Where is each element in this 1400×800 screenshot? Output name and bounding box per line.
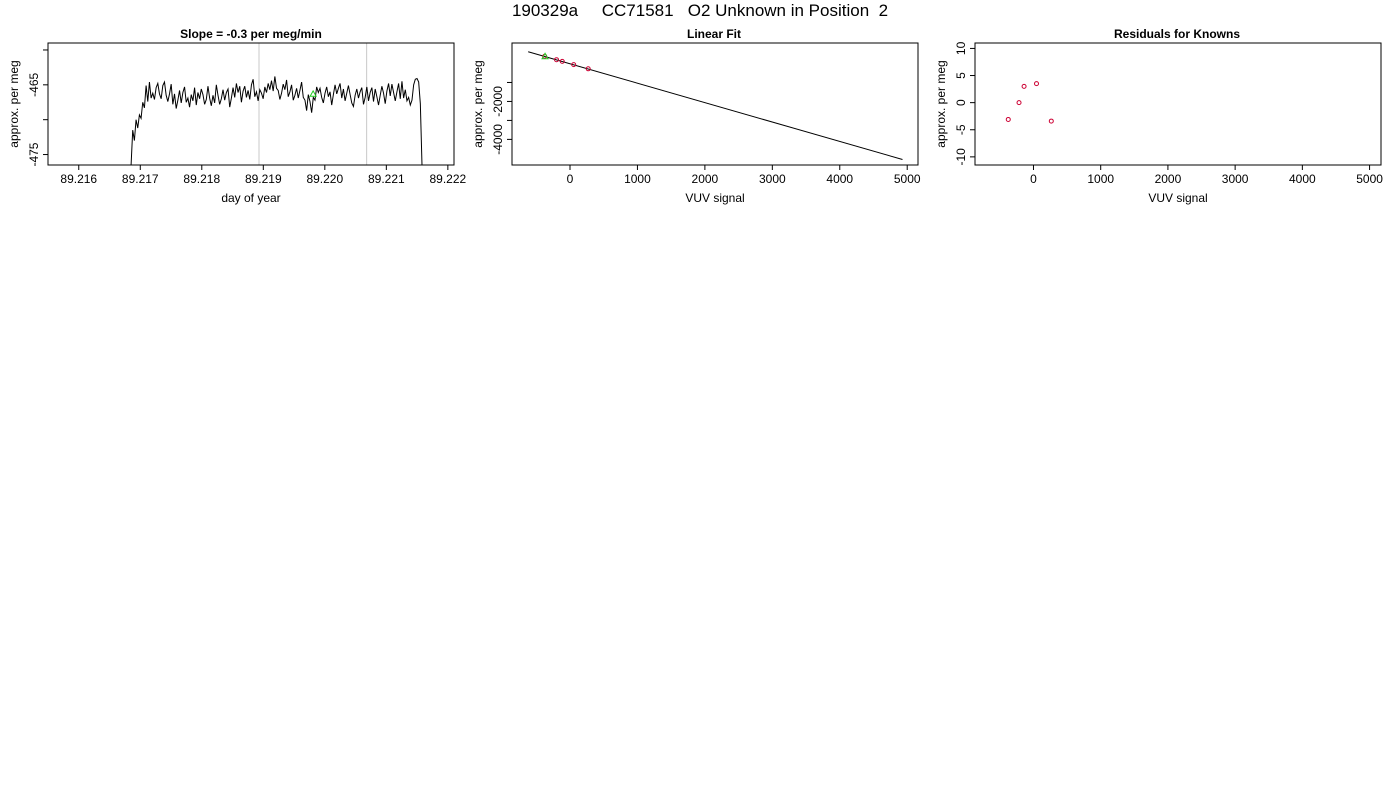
panel1-xtick-label: 89.222 (429, 172, 466, 186)
panel3-frame (974, 42, 1382, 166)
panel2-xtick-label: 3000 (759, 172, 786, 186)
panel1-xtick-label: 89.218 (183, 172, 220, 186)
panel2-known-point (554, 57, 560, 63)
panel3-ytick-label: 5 (954, 72, 968, 79)
panel2-frame (511, 42, 919, 166)
panel3-known-point (1021, 83, 1027, 89)
panel1-ytick-label: -475 (27, 142, 41, 166)
panel2-fit-line (528, 51, 903, 160)
panel3-xtick-label: 0 (1030, 172, 1037, 186)
panel2-unknown-point (541, 52, 549, 60)
panel3-xtick-label: 3000 (1222, 172, 1249, 186)
panel3-ytick-label: 0 (954, 99, 968, 106)
panel3-ylabel: approx. per meg (934, 60, 948, 147)
panel2-known-point (585, 66, 591, 72)
panel2-xtick-label: 0 (567, 172, 574, 186)
panel2-ytick-label: -4000 (491, 124, 505, 155)
panel2-xtick-label: 2000 (692, 172, 719, 186)
panel1-ylabel: approx. per meg (7, 60, 21, 147)
panel3-ytick-label: -10 (954, 148, 968, 166)
panel1-xtick-label: 89.219 (245, 172, 282, 186)
panel2-known-point (571, 62, 577, 68)
panel2-xtick-label: 5000 (894, 172, 921, 186)
panel2-known-point (559, 58, 565, 64)
panel3-ytick-label: -5 (954, 124, 968, 135)
panel1-xtick-label: 89.220 (306, 172, 343, 186)
panel3-xlabel: VUV signal (1148, 191, 1207, 205)
panel1-xtick-label: 89.221 (368, 172, 405, 186)
panel1-unknown-point (309, 89, 317, 97)
panel2-ylabel: approx. per meg (471, 60, 485, 147)
panel2-title: Linear Fit (687, 27, 741, 41)
panel3-ytick-label: 10 (954, 41, 968, 55)
panel3-xtick-label: 5000 (1356, 172, 1383, 186)
panel3-title: Residuals for Knowns (1114, 27, 1240, 41)
figure-title: 190329a CC71581 O2 Unknown in Position 2 (511, 1, 889, 20)
panel1-frame (47, 42, 455, 166)
panel1-series-line (130, 76, 423, 165)
panel3-xtick-label: 2000 (1155, 172, 1182, 186)
panel3-known-point (1048, 118, 1054, 124)
panel1-xlabel: day of year (221, 191, 280, 205)
panel3-xtick-label: 4000 (1289, 172, 1316, 186)
panel1-ytick-label: -465 (27, 73, 41, 97)
panel2-xtick-label: 1000 (624, 172, 651, 186)
panel1-xtick-label: 89.216 (60, 172, 97, 186)
panel3-known-point (1016, 100, 1022, 106)
panel3-xtick-label: 1000 (1087, 172, 1114, 186)
panel3-known-point (1034, 81, 1040, 87)
panel1-xtick-label: 89.217 (122, 172, 159, 186)
panel2-ytick-label: -2000 (491, 86, 505, 117)
panel2-xlabel: VUV signal (685, 191, 744, 205)
panel2-xtick-label: 4000 (826, 172, 853, 186)
panel3-known-point (1005, 116, 1011, 122)
panel1-title: Slope = -0.3 per meg/min (180, 27, 322, 41)
